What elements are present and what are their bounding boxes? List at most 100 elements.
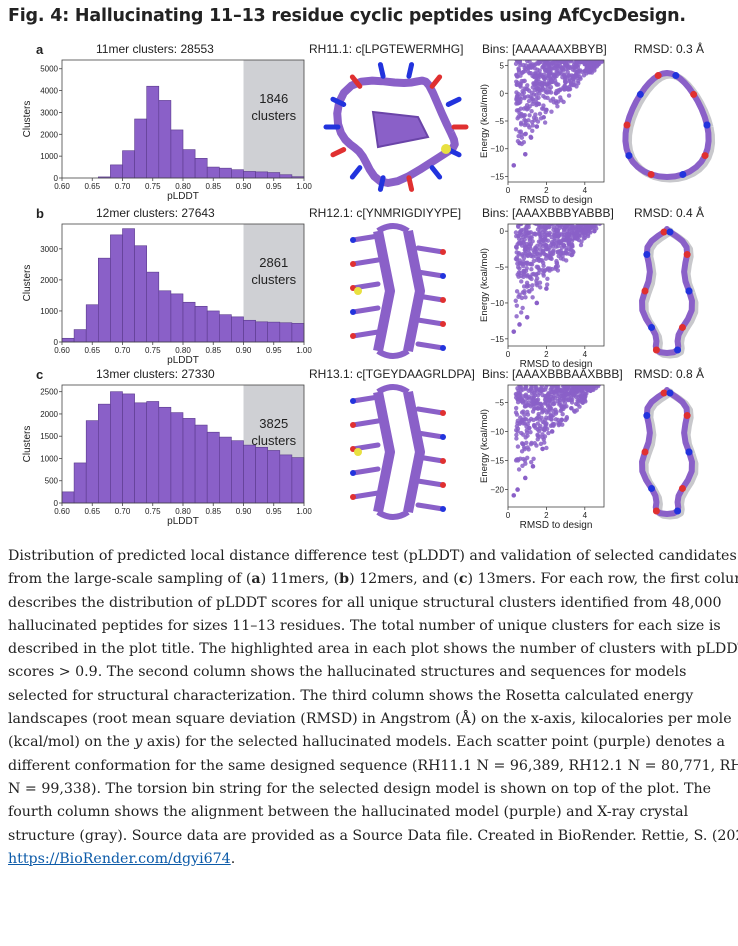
scatter-point <box>594 56 598 58</box>
scatter-point <box>541 263 546 269</box>
scatter-point <box>520 463 525 469</box>
bins-label: Bins: [AAAXBBBAAXBBB] <box>482 367 623 381</box>
scatter-point <box>565 56 569 59</box>
scatter-point <box>540 392 545 398</box>
scatter-point <box>560 56 564 58</box>
scatter-point <box>532 423 537 428</box>
caption-text: ) 12mers, and ( <box>349 571 459 588</box>
scatter-point <box>590 220 594 224</box>
scatter-point <box>598 381 602 382</box>
scatter-point <box>526 220 530 221</box>
panel-row-a: a 11mer clusters: 28553 0.60 0.65 0.70 0.75… <box>0 42 738 206</box>
scatter-point <box>583 56 587 57</box>
side-chain-atom <box>350 309 356 315</box>
caption-text: Distribution of predicted local distance… <box>8 548 737 564</box>
scatter-point <box>550 389 555 395</box>
scatter-point <box>520 263 526 269</box>
caption-line: scores > 0.9. The second column shows th… <box>8 661 732 684</box>
scatter-point <box>513 298 518 303</box>
scatter-point <box>519 279 524 284</box>
predicted-structure-b <box>350 223 446 359</box>
scatter-point <box>525 433 530 438</box>
scatter-point <box>553 90 559 96</box>
scatter-point <box>519 135 525 140</box>
scatter-point <box>546 63 551 68</box>
scatter-point <box>514 220 518 223</box>
scatter-point <box>559 388 564 393</box>
scatter-point <box>600 381 604 383</box>
histogram-bar <box>194 424 208 504</box>
scatter-point <box>525 60 527 61</box>
scatter-point <box>574 56 578 58</box>
scatter-point <box>563 56 567 58</box>
scatter-point <box>522 290 527 296</box>
scatter-point <box>552 381 556 384</box>
scatter-point <box>598 381 602 382</box>
beta-strand <box>373 230 395 352</box>
scatter-point <box>578 242 584 248</box>
panel-row-c: c 13mer clusters: 27330 0.60 0.65 0.70 0.75… <box>0 367 738 531</box>
histogram-bar <box>170 293 184 343</box>
turn-loop <box>376 348 410 359</box>
scatter-point <box>586 56 590 57</box>
scatter-point <box>600 381 604 382</box>
scatter-point <box>551 75 556 81</box>
scatter-point <box>579 385 585 388</box>
histogram-bar <box>98 257 111 343</box>
scatter-point <box>593 56 597 58</box>
scatter-point <box>545 95 550 101</box>
scatter-point <box>552 395 558 401</box>
scatter-point <box>575 56 579 58</box>
scatter-point <box>534 78 539 84</box>
scatter-point <box>563 250 568 256</box>
scatter-point <box>599 220 603 222</box>
scatter-point <box>559 56 563 57</box>
histogram-bar <box>231 316 244 343</box>
scatter-point <box>542 76 548 81</box>
scatter-point <box>516 133 521 139</box>
scatter-point <box>597 224 602 226</box>
biorender-link[interactable]: https://BioRender.com/dgyi674 <box>8 850 231 867</box>
caption-line: landscapes (root mean square deviation (… <box>8 708 732 731</box>
histogram-title: 11mer clusters: 28553 <box>96 42 214 56</box>
scatter-point <box>545 276 550 281</box>
beta-strand <box>403 391 425 513</box>
helix-segment <box>371 110 430 149</box>
scatter-point <box>595 381 599 384</box>
scatter-point <box>588 220 592 222</box>
scatter-point <box>551 381 555 382</box>
scatter-point <box>600 381 604 383</box>
y-tick-label: 4000 <box>40 87 58 96</box>
backbone-atom <box>648 323 656 331</box>
scatter-point <box>523 251 528 256</box>
scatter-point <box>569 242 575 247</box>
alignment-structure-a <box>622 70 716 183</box>
scatter-point <box>598 56 602 57</box>
scatter-point <box>572 74 578 79</box>
scatter-point <box>552 60 558 63</box>
backbone-atom <box>666 228 674 236</box>
scatter-point <box>542 220 546 222</box>
scatter-point <box>524 266 529 271</box>
scatter-point <box>580 224 585 227</box>
y-axis-label: Energy (kcal/mol) <box>479 84 490 158</box>
scatter-point <box>600 220 604 221</box>
scatter-point <box>517 381 521 384</box>
scatter-point <box>601 381 605 382</box>
scatter-point <box>543 246 549 252</box>
scatter-point <box>573 220 577 222</box>
scatter-point <box>524 280 530 286</box>
scatter-point <box>577 381 581 385</box>
scatter-point <box>586 220 590 221</box>
x-tick-label: 0.75 <box>145 507 161 516</box>
caption-text: scores > 0.9. The second column shows th… <box>8 664 687 681</box>
scatter-point <box>564 404 569 409</box>
caption-text: selected for structural characterization… <box>8 687 694 704</box>
scatter-point <box>556 391 561 397</box>
caption-line: from the large-scale sampling of (a) 11m… <box>8 568 738 591</box>
scatter-point <box>531 99 536 104</box>
scatter-point <box>589 381 593 382</box>
scatter-point <box>534 102 539 108</box>
scatter-point <box>567 73 572 78</box>
histogram-a: 0.60 0.65 0.70 0.75 0.80 0.85 0.90 0.95 1.00 0 100… <box>22 59 312 202</box>
